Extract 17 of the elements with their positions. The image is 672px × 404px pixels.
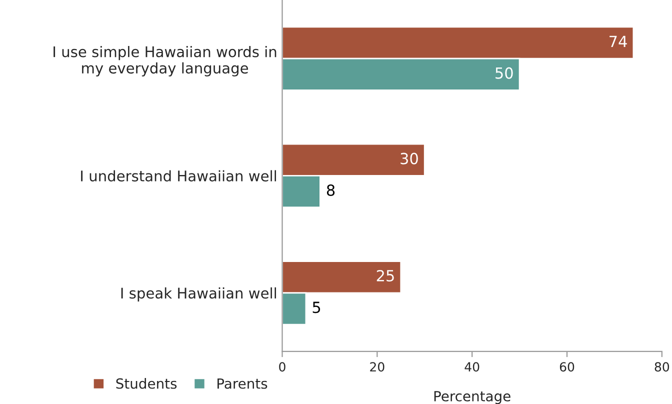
x-tick-label: 60 — [560, 362, 574, 372]
y-tick-label: I speak Hawaiian well — [121, 287, 276, 302]
x-tick-label: 0 — [279, 362, 286, 372]
x-tick-label: 20 — [370, 362, 384, 372]
x-tick-label: 80 — [654, 362, 670, 372]
data-label: 5 — [312, 302, 320, 314]
legend-label: Parents — [218, 378, 268, 389]
data-label: 74 — [610, 36, 627, 47]
y-tick-label: I use simple Hawaiian words in my everyday language — [54, 46, 276, 76]
legend-label: Students — [116, 378, 177, 389]
y-tick-label: I understand Hawaiian well — [81, 170, 276, 182]
data-label: 25 — [376, 270, 394, 282]
data-label: 8 — [326, 184, 335, 196]
data-label: 50 — [496, 67, 513, 79]
x-axis-title: Percentage — [434, 391, 510, 404]
x-tick-label: 40 — [464, 362, 480, 372]
data-label: 30 — [400, 152, 418, 164]
